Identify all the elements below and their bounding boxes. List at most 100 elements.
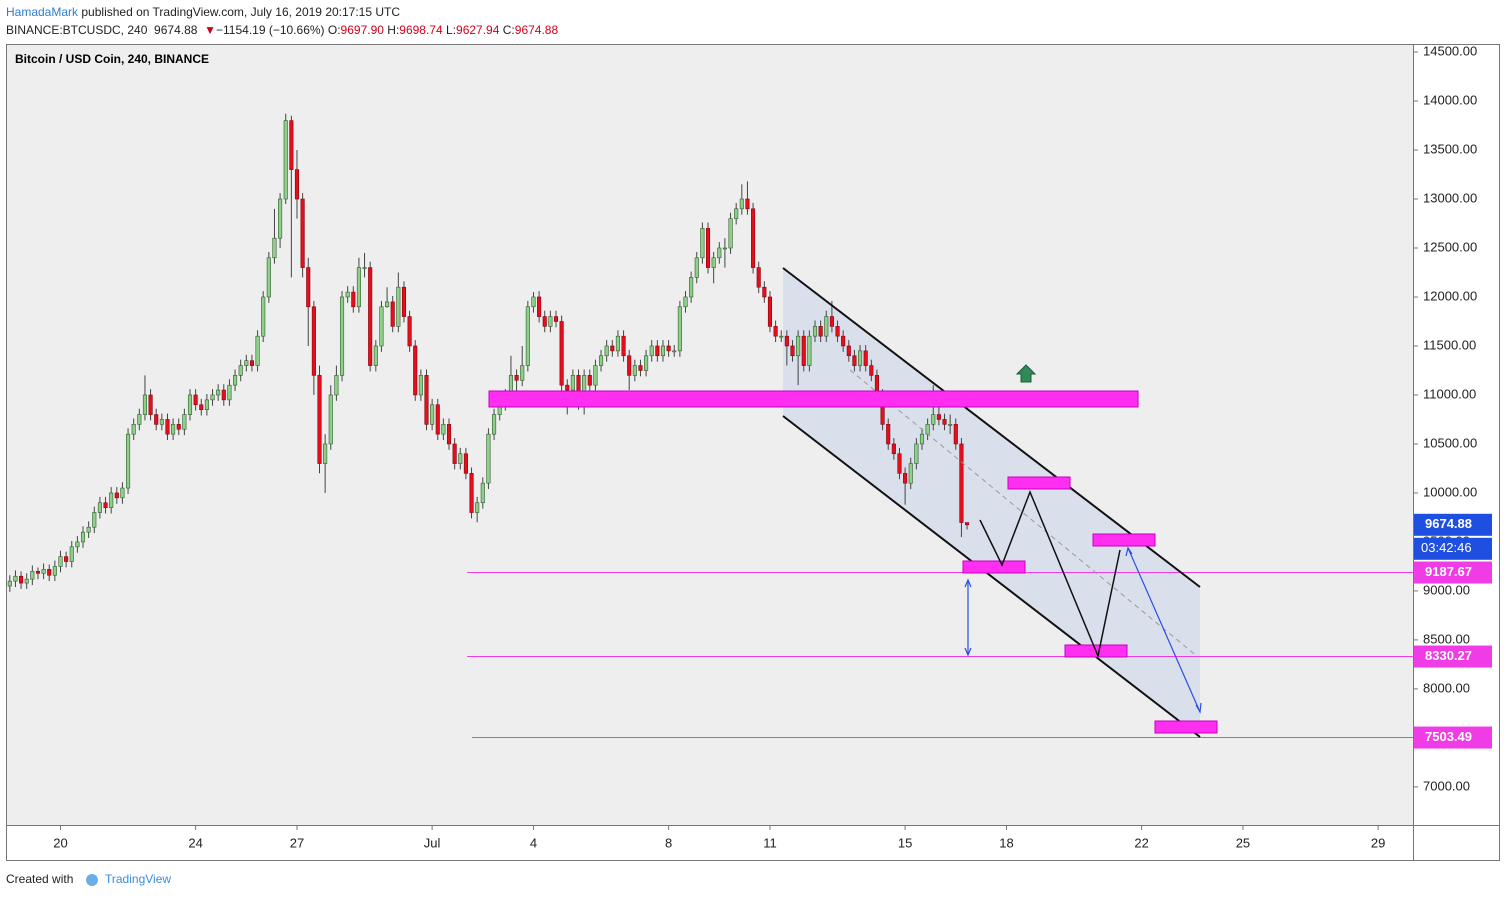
x-tick-label: 4 xyxy=(530,835,537,850)
last-price-label: 9674.88 xyxy=(1425,516,1472,531)
candle-body xyxy=(24,578,29,584)
level-label: 8330.27 xyxy=(1425,648,1472,663)
candle-body xyxy=(193,394,198,406)
candle-body xyxy=(114,492,119,499)
candle-body xyxy=(689,277,694,298)
y-tick-label: 10000.00 xyxy=(1423,484,1477,499)
candle-body xyxy=(80,531,86,543)
candle-body xyxy=(317,375,322,464)
candle-body xyxy=(914,443,919,464)
candle-body xyxy=(255,335,260,366)
frame xyxy=(6,44,1500,861)
y-tick-label: 13500.00 xyxy=(1423,141,1477,156)
published: published on TradingView.com, July 16, 2… xyxy=(81,5,401,19)
candle-body xyxy=(722,247,727,250)
candle-body xyxy=(244,360,249,366)
candle-body xyxy=(35,571,41,574)
candle-body xyxy=(818,326,823,337)
candle-body xyxy=(97,502,102,513)
y-tick-label: 10500.00 xyxy=(1423,435,1477,450)
countdown: 03:42:46 xyxy=(1421,540,1472,555)
candle-body xyxy=(159,419,164,425)
candle-body xyxy=(362,267,367,269)
candle-body xyxy=(368,267,373,366)
candle-body xyxy=(385,301,390,308)
mid-line xyxy=(849,369,1199,658)
y-tick-label: 9000.00 xyxy=(1423,582,1470,597)
candle-body xyxy=(672,350,677,353)
candle-body xyxy=(638,365,643,371)
candle-body xyxy=(452,443,457,464)
candle-body xyxy=(7,580,12,587)
zone-box xyxy=(1092,533,1156,547)
candle-body xyxy=(424,375,429,425)
y-tick-label: 7000.00 xyxy=(1423,778,1470,793)
candle-body xyxy=(446,424,452,445)
candle-body xyxy=(47,569,52,576)
candle-body xyxy=(931,414,936,425)
candle-body xyxy=(227,384,232,401)
zone-box xyxy=(1154,720,1218,734)
candle-body xyxy=(373,345,378,366)
candle-body xyxy=(869,365,874,376)
candle-body xyxy=(559,321,564,386)
change: −1154.19 (−10.66%) xyxy=(216,23,325,37)
y-tick-label: 11000.00 xyxy=(1423,386,1476,401)
candle-body xyxy=(396,286,401,327)
candle-body xyxy=(784,335,789,347)
candle-body xyxy=(401,286,407,317)
header-line: BINANCE:BTCUSDC, 240 9674.88 ▼−1154.19 (… xyxy=(6,23,558,37)
candle-body xyxy=(435,404,440,435)
level-label: 9187.67 xyxy=(1425,564,1472,579)
candle-body xyxy=(964,522,970,526)
logo xyxy=(86,874,98,886)
candle-body xyxy=(19,575,24,584)
symbol: BINANCE:BTCUSDC, 240 xyxy=(6,23,148,37)
candle-body xyxy=(430,404,435,425)
y-tick-label: 12500.00 xyxy=(1423,239,1477,254)
candle-body xyxy=(604,345,609,357)
y-tick-label: 13000.00 xyxy=(1423,190,1477,205)
candle-body xyxy=(171,424,176,435)
arrow-head xyxy=(1195,702,1202,714)
last: 9674.88 xyxy=(154,23,198,37)
candle-body xyxy=(632,365,637,376)
candle-body xyxy=(64,556,69,562)
candle-body xyxy=(356,267,361,308)
x-tick-label: 27 xyxy=(290,835,304,850)
candle-body xyxy=(475,502,480,513)
candle-body xyxy=(137,414,142,425)
candle-body xyxy=(627,355,632,376)
candle-body xyxy=(328,394,333,445)
author[interactable]: HamadaMark xyxy=(6,5,79,19)
candle-body xyxy=(103,502,108,508)
candle-body xyxy=(829,316,834,327)
x-tick-label: 24 xyxy=(188,835,202,850)
candle-body xyxy=(261,296,266,337)
zone xyxy=(488,390,1139,408)
arrow: ▼ xyxy=(204,23,216,37)
candle-body xyxy=(587,375,592,386)
x-tick-label: Jul xyxy=(424,835,441,850)
candle-body xyxy=(300,198,305,268)
candle-body xyxy=(390,301,395,327)
footer-created: Created with xyxy=(6,872,73,886)
candle-body xyxy=(69,546,74,562)
candle-body xyxy=(463,453,468,474)
candle-body xyxy=(278,198,283,239)
candle-body xyxy=(908,463,913,484)
candle-body xyxy=(351,291,356,308)
candle-body xyxy=(773,326,778,337)
o-label: O: xyxy=(327,23,341,37)
o: 9697.90 xyxy=(340,23,384,37)
candle-body xyxy=(863,350,868,366)
candle-body xyxy=(649,345,654,357)
footer-brand[interactable]: TradingView xyxy=(105,872,171,886)
candle-body xyxy=(407,316,412,347)
channel-fill xyxy=(783,268,1200,737)
x-tick-label: 29 xyxy=(1371,835,1385,850)
chart-title: Bitcoin / USD Coin, 240, BINANCE xyxy=(15,52,209,66)
candle-body xyxy=(919,433,925,445)
